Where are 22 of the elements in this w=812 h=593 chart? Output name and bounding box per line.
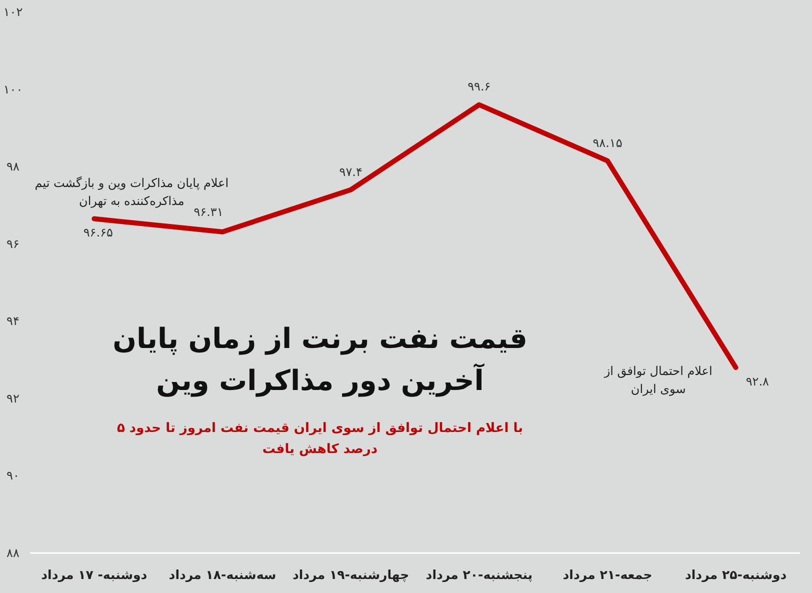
y-tick-label: ۹۶ xyxy=(6,236,20,251)
data-label: ۹۷.۴ xyxy=(339,164,362,179)
x-tick-label: جمعه-۲۱ مرداد xyxy=(562,567,652,583)
data-label: ۹۶.۶۵ xyxy=(83,226,113,240)
data-label: ۹۲.۸ xyxy=(746,374,770,389)
x-tick-label: دوشنبه-۲۵ مرداد xyxy=(684,567,787,583)
annotation: اعلام احتمال توافق از سوی ایران xyxy=(602,362,714,398)
y-tick-label: ۹۴ xyxy=(6,314,20,328)
y-tick-label: ۹۲ xyxy=(6,391,20,406)
x-tick-label: چهارشنبه-۱۹ مرداد xyxy=(292,567,410,583)
y-tick-label: ۱۰۰ xyxy=(3,82,23,96)
y-tick-label: ۹۸ xyxy=(6,160,20,174)
x-tick-label: دوشنبه- ۱۷ مرداد xyxy=(41,567,148,583)
y-tick-label: ۸۸ xyxy=(6,546,20,560)
y-tick-label: ۹۰ xyxy=(6,468,20,483)
y-tick-label: ۱۰۲ xyxy=(3,5,23,19)
x-tick-label: سه‌شنبه-۱۸ مرداد xyxy=(168,567,276,583)
data-label: ۹۹.۶ xyxy=(468,80,491,94)
data-label: ۹۸.۱۵ xyxy=(592,136,622,150)
x-tick-label: پنجشنبه-۲۰ مرداد xyxy=(426,567,533,583)
subtitle: با اعلام احتمال توافق از سوی ایران قیمت نفت امروز تا حدود ۵ درصد کاهش یافت xyxy=(116,420,524,459)
title: قیمت نفت برنت از زمان پایان آخرین دور مذاکرات وین xyxy=(112,321,528,399)
